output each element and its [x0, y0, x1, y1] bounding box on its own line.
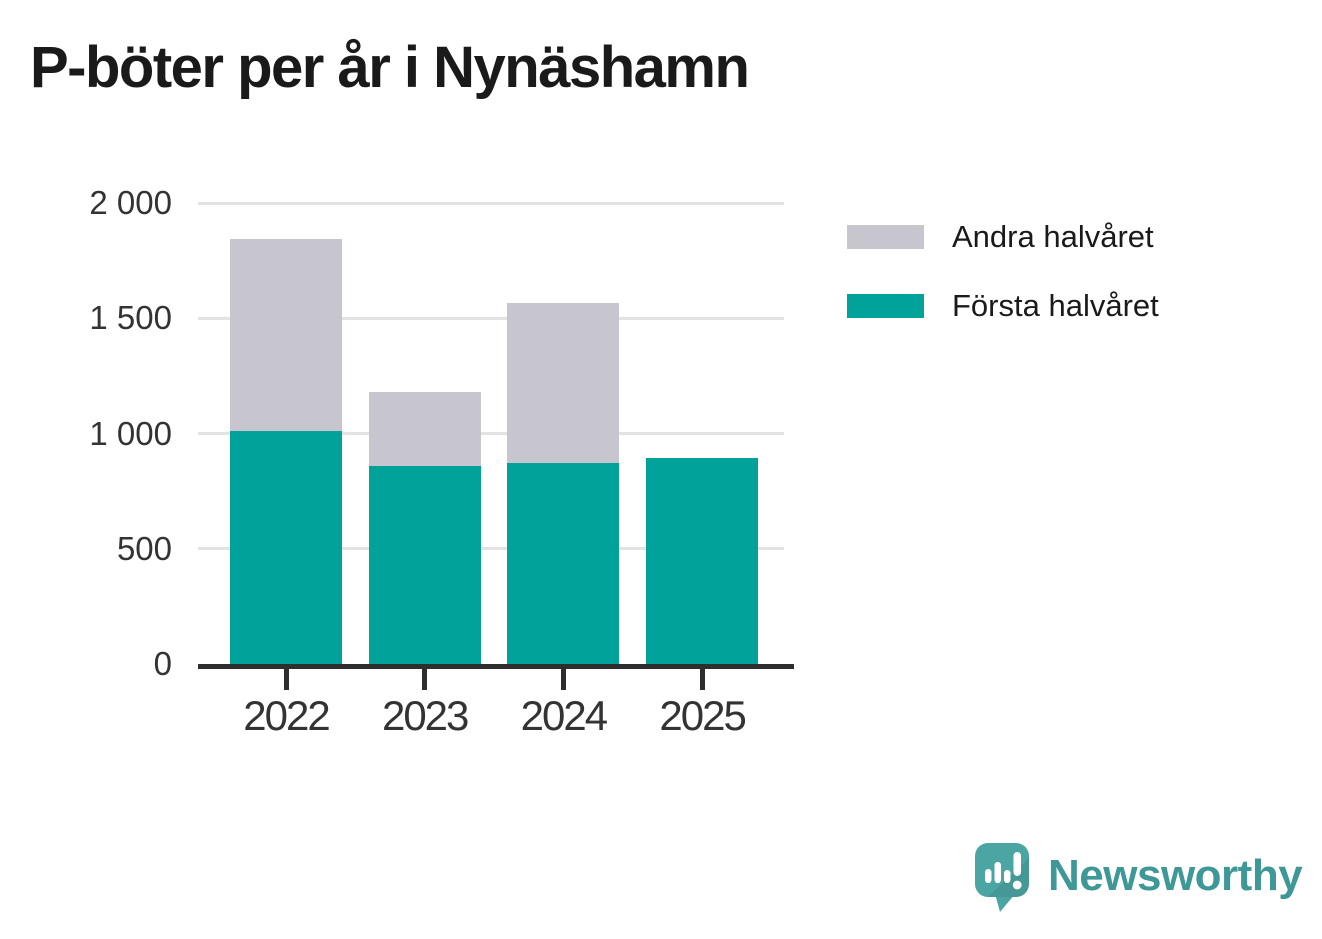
x-axis-tick	[283, 669, 289, 690]
legend: Andra halvåret Första halvåret	[847, 219, 1159, 357]
bar-2025-f-rsta-halv-ret	[646, 457, 759, 664]
bar-2022-f-rsta-halv-ret	[230, 431, 342, 664]
newsworthy-wordmark: Newsworthy	[1048, 851, 1303, 900]
gridline-y-1500	[198, 316, 784, 320]
x-axis-tick	[560, 669, 566, 690]
y-axis-tick-label: 1 500	[89, 299, 172, 337]
bar-2023-f-rsta-halv-ret	[368, 466, 481, 664]
y-axis-tick-label: 2 000	[89, 184, 172, 221]
x-axis-tick	[699, 669, 705, 690]
newsworthy-logo: Newsworthy	[974, 842, 1303, 914]
legend-label: Första halvåret	[952, 288, 1159, 323]
bar-2024-andra-halv-ret	[507, 303, 620, 464]
x-axis-label-2023: 2023	[381, 692, 469, 739]
legend-swatch-andra-halvaret-icon	[847, 225, 924, 249]
y-axis-tick-label: 1 000	[89, 414, 172, 452]
bar-2024-f-rsta-halv-ret	[507, 463, 620, 664]
x-axis-tick	[422, 669, 428, 690]
legend-item-andra-halvaret: Andra halvåret	[847, 219, 1159, 255]
gridline-y-1000	[198, 432, 784, 435]
legend-label: Andra halvåret	[952, 219, 1154, 254]
gridline-y-2000	[198, 201, 784, 205]
bar-2022-andra-halv-ret	[230, 239, 342, 432]
bar-2023-andra-halv-ret	[368, 392, 481, 467]
newsworthy-speech-bubble-chart-icon	[975, 843, 1029, 912]
y-axis-tick-label: 0	[153, 645, 172, 682]
x-axis-line	[198, 664, 794, 669]
x-axis-label-2025: 2025	[659, 692, 746, 739]
x-axis-label-2022: 2022	[243, 692, 330, 739]
gridline-y-500	[198, 547, 784, 551]
x-axis-label-2024: 2024	[520, 692, 608, 739]
chart-title: P-böter per år i Nynäshamn	[30, 35, 750, 100]
legend-item-forsta-halvaret: Första halvåret	[847, 288, 1159, 324]
legend-swatch-forsta-halvaret-icon	[847, 294, 924, 318]
y-axis-tick-label: 500	[116, 529, 172, 567]
